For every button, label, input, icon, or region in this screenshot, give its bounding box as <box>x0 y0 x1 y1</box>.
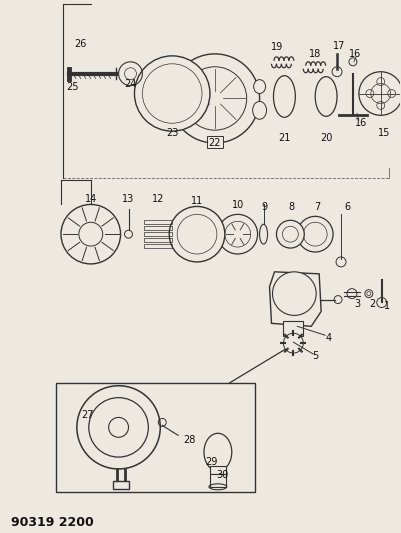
Ellipse shape <box>253 101 267 119</box>
Circle shape <box>89 398 148 457</box>
Bar <box>144 220 172 224</box>
Bar <box>210 466 226 474</box>
Text: 23: 23 <box>166 128 178 138</box>
Circle shape <box>109 417 128 437</box>
Bar <box>210 474 226 487</box>
Text: 18: 18 <box>309 49 321 59</box>
Bar <box>56 383 255 492</box>
Text: 13: 13 <box>122 193 135 204</box>
Bar <box>284 321 303 336</box>
Text: 19: 19 <box>271 42 284 52</box>
Text: 14: 14 <box>85 193 97 204</box>
Circle shape <box>276 220 304 248</box>
Ellipse shape <box>315 77 337 116</box>
Bar <box>144 238 172 242</box>
Text: 21: 21 <box>278 133 291 143</box>
Bar <box>144 232 172 236</box>
Text: 8: 8 <box>288 203 294 213</box>
Text: 7: 7 <box>314 203 320 213</box>
Ellipse shape <box>253 79 265 93</box>
Circle shape <box>170 54 259 143</box>
Circle shape <box>169 206 225 262</box>
Bar <box>144 227 172 230</box>
Text: 22: 22 <box>209 138 221 148</box>
Text: 9: 9 <box>261 203 267 213</box>
Text: 16: 16 <box>349 49 361 59</box>
Text: 17: 17 <box>333 41 345 51</box>
Bar <box>113 481 128 489</box>
Text: 3: 3 <box>354 298 360 309</box>
Text: 2: 2 <box>370 298 376 309</box>
Text: 27: 27 <box>81 410 93 421</box>
Bar <box>144 244 172 248</box>
Text: 6: 6 <box>344 203 350 213</box>
Text: 1: 1 <box>384 301 390 311</box>
Circle shape <box>61 205 121 264</box>
Circle shape <box>218 214 257 254</box>
Text: 10: 10 <box>232 200 244 211</box>
Text: 28: 28 <box>183 435 196 445</box>
Text: 12: 12 <box>152 193 164 204</box>
Circle shape <box>273 272 316 316</box>
Text: 11: 11 <box>191 196 203 206</box>
Text: 15: 15 <box>377 128 390 138</box>
Text: 16: 16 <box>355 118 367 128</box>
Ellipse shape <box>273 76 296 117</box>
Text: 25: 25 <box>67 82 79 92</box>
Circle shape <box>297 216 333 252</box>
Ellipse shape <box>164 88 176 108</box>
Text: 26: 26 <box>75 39 87 49</box>
Bar <box>207 136 223 148</box>
Circle shape <box>284 333 303 353</box>
Polygon shape <box>269 272 321 326</box>
Text: 90319 2200: 90319 2200 <box>11 515 94 529</box>
Text: 30: 30 <box>216 470 228 480</box>
Text: 5: 5 <box>312 351 318 361</box>
Circle shape <box>359 72 401 115</box>
Ellipse shape <box>259 224 267 244</box>
Text: 20: 20 <box>320 133 332 143</box>
Text: 4: 4 <box>326 333 332 343</box>
Circle shape <box>134 56 210 131</box>
Text: 29: 29 <box>205 457 217 467</box>
Ellipse shape <box>204 433 232 471</box>
Text: 24: 24 <box>124 78 137 88</box>
Circle shape <box>77 386 160 469</box>
